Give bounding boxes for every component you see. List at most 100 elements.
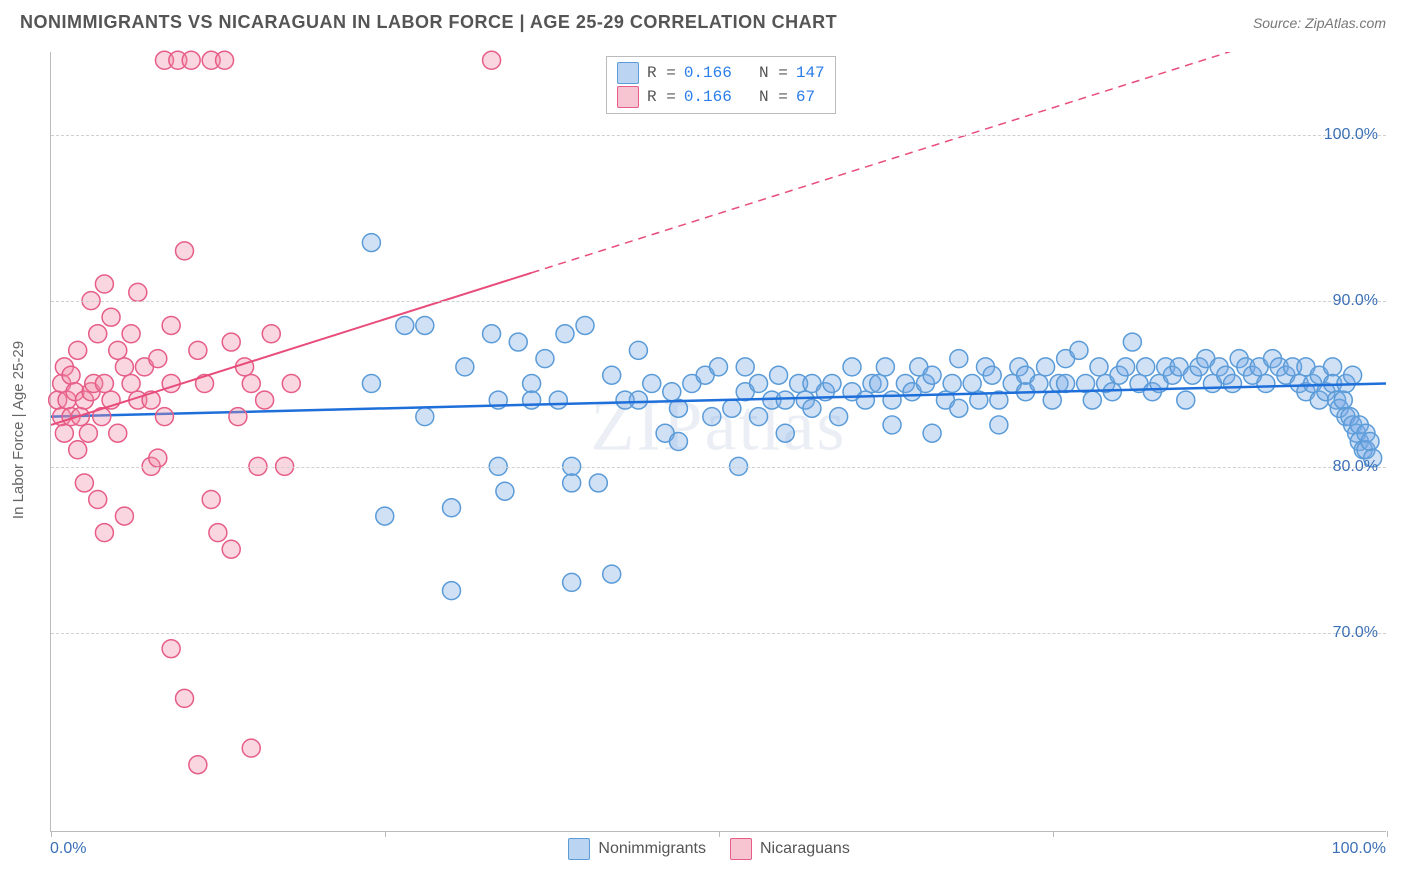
data-point: [79, 424, 97, 442]
data-point: [823, 375, 841, 393]
data-point: [69, 441, 87, 459]
data-point: [1103, 383, 1121, 401]
data-point: [69, 341, 87, 359]
data-point: [950, 399, 968, 417]
data-point: [1123, 333, 1141, 351]
data-point: [603, 366, 621, 384]
data-point: [176, 242, 194, 260]
x-tick-end: 100.0%: [1332, 840, 1386, 858]
data-point: [1037, 358, 1055, 376]
data-point: [1070, 341, 1088, 359]
data-point: [669, 433, 687, 451]
data-point: [876, 358, 894, 376]
x-tick: [385, 831, 386, 837]
data-point: [990, 416, 1008, 434]
data-point: [1324, 358, 1342, 376]
data-point: [216, 51, 234, 69]
data-point: [115, 507, 133, 525]
data-point: [149, 350, 167, 368]
data-point: [483, 51, 501, 69]
data-point: [496, 482, 514, 500]
data-point: [556, 325, 574, 343]
x-axis: 0.0% NonimmigrantsNicaraguans 100.0%: [50, 838, 1386, 860]
data-point: [983, 366, 1001, 384]
data-point: [923, 366, 941, 384]
gridline: [51, 301, 1386, 302]
data-point: [483, 325, 501, 343]
data-point: [229, 408, 247, 426]
data-point: [843, 358, 861, 376]
data-point: [1334, 391, 1352, 409]
y-tick-label: 100.0%: [1324, 126, 1378, 144]
data-point: [576, 316, 594, 334]
data-point: [523, 391, 541, 409]
data-point: [242, 375, 260, 393]
data-point: [129, 283, 147, 301]
data-point: [1344, 366, 1362, 384]
data-point: [282, 375, 300, 393]
x-tick: [51, 831, 52, 837]
data-point: [1057, 375, 1075, 393]
data-point: [176, 689, 194, 707]
legend-label: Nonimmigrants: [598, 840, 706, 858]
source-label: Source: ZipAtlas.com: [1253, 15, 1386, 31]
data-point: [189, 756, 207, 774]
data-point: [55, 424, 73, 442]
data-point: [89, 491, 107, 509]
data-point: [1223, 375, 1241, 393]
data-point: [162, 640, 180, 658]
data-point: [803, 399, 821, 417]
data-point: [629, 391, 647, 409]
data-point: [750, 375, 768, 393]
chart-area: ZIPatlas R = 0.166 N = 147R = 0.166 N = …: [50, 52, 1386, 832]
data-point: [776, 391, 794, 409]
data-point: [750, 408, 768, 426]
data-point: [155, 408, 173, 426]
data-point: [222, 540, 240, 558]
data-point: [703, 408, 721, 426]
data-point: [109, 341, 127, 359]
data-point: [95, 375, 113, 393]
data-point: [109, 424, 127, 442]
data-point: [162, 316, 180, 334]
data-point: [509, 333, 527, 351]
data-point: [710, 358, 728, 376]
data-point: [536, 350, 554, 368]
data-point: [242, 739, 260, 757]
legend-swatch: [730, 838, 752, 860]
data-point: [362, 375, 380, 393]
data-point: [943, 375, 961, 393]
data-point: [549, 391, 567, 409]
data-point: [643, 375, 661, 393]
data-point: [209, 524, 227, 542]
data-point: [830, 408, 848, 426]
data-point: [443, 499, 461, 517]
data-point: [923, 424, 941, 442]
data-point: [95, 275, 113, 293]
gridline: [51, 135, 1386, 136]
data-point: [362, 234, 380, 252]
data-point: [1083, 391, 1101, 409]
data-point: [396, 316, 414, 334]
legend-swatch: [568, 838, 590, 860]
data-point: [723, 399, 741, 417]
legend-item: Nonimmigrants: [568, 838, 706, 860]
data-point: [950, 350, 968, 368]
data-point: [523, 375, 541, 393]
data-point: [1257, 375, 1275, 393]
data-point: [149, 449, 167, 467]
y-tick-label: 90.0%: [1333, 292, 1378, 310]
data-point: [122, 325, 140, 343]
data-point: [629, 341, 647, 359]
data-point: [870, 375, 888, 393]
data-point: [1043, 391, 1061, 409]
trend-line-dashed: [532, 2, 1386, 272]
data-point: [416, 316, 434, 334]
data-point: [963, 375, 981, 393]
x-tick: [719, 831, 720, 837]
data-point: [95, 524, 113, 542]
bottom-legend: NonimmigrantsNicaraguans: [568, 838, 849, 860]
data-point: [1137, 358, 1155, 376]
gridline: [51, 467, 1386, 468]
data-point: [1090, 358, 1108, 376]
